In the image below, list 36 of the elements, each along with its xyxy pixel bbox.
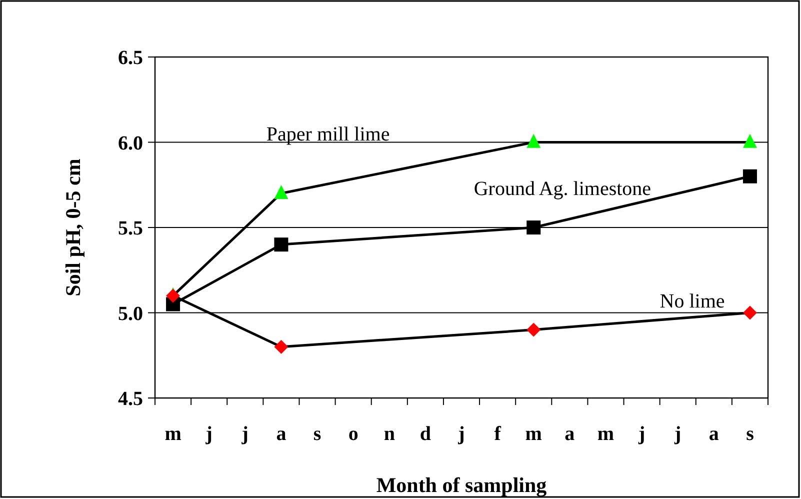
point bbox=[274, 185, 288, 199]
series-label: Ground Ag. limestone bbox=[474, 178, 652, 200]
x-tick-label: f bbox=[494, 423, 502, 445]
series-label: Paper mill lime bbox=[266, 123, 390, 146]
x-tick-label: m bbox=[525, 423, 542, 445]
x-tick-label: d bbox=[420, 423, 432, 445]
point bbox=[742, 134, 757, 148]
x-axis-title: Month of sampling bbox=[376, 473, 548, 497]
point bbox=[526, 322, 541, 337]
point bbox=[274, 340, 288, 354]
y-tick-label: 6.0 bbox=[118, 132, 143, 154]
y-tick-label: 4.5 bbox=[118, 388, 143, 410]
y-axis-title: Soil pH, 0-5 cm bbox=[61, 158, 85, 296]
x-tick-label: a bbox=[708, 423, 719, 445]
y-tick-label: 5.5 bbox=[118, 218, 143, 240]
x-tick-label: o bbox=[348, 423, 358, 445]
x-tick-label: m bbox=[164, 423, 182, 445]
series-label: No lime bbox=[660, 290, 725, 312]
x-tick-label: j bbox=[637, 423, 646, 445]
x-tick-label: a bbox=[276, 423, 286, 445]
point bbox=[526, 220, 541, 234]
x-tick-label: j bbox=[457, 423, 465, 445]
x-tick-label: j bbox=[240, 423, 248, 445]
point bbox=[274, 238, 288, 252]
x-tick-label: s bbox=[313, 423, 322, 445]
point bbox=[526, 134, 541, 148]
x-tick-label: j bbox=[674, 423, 682, 445]
x-tick-label: a bbox=[564, 423, 575, 445]
point bbox=[742, 306, 757, 320]
x-tick-label: n bbox=[384, 423, 395, 445]
y-tick-label: 6.5 bbox=[118, 47, 143, 69]
y-tick-label: 5.0 bbox=[118, 302, 143, 325]
x-tick-label: j bbox=[204, 423, 212, 445]
x-tick-label: m bbox=[597, 423, 614, 445]
x-tick-label: s bbox=[746, 423, 754, 445]
point bbox=[742, 169, 757, 184]
